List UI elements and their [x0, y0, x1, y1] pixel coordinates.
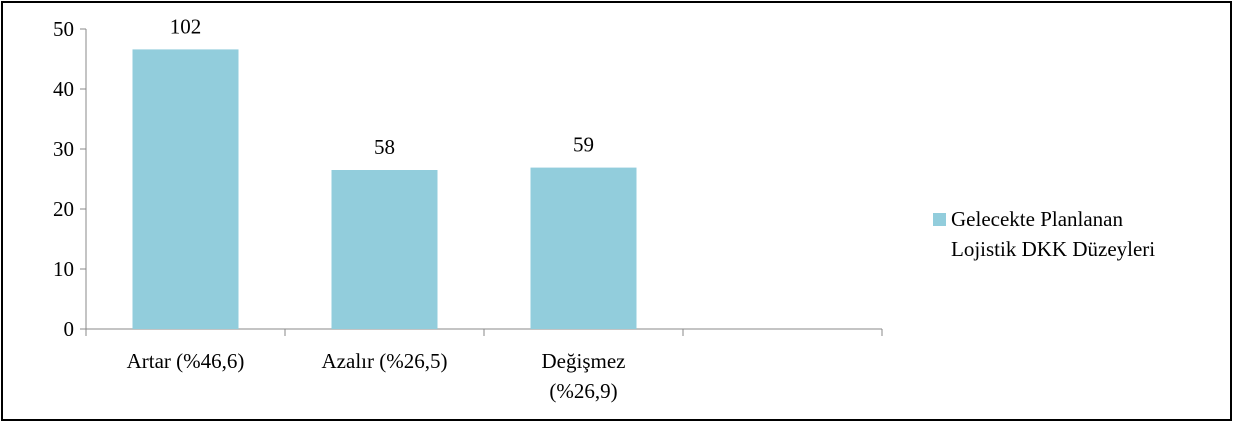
legend-label-line: Lojistik DKK Düzeyleri	[951, 237, 1156, 261]
legend: Gelecekte Planlanan Lojistik DKK Düzeyle…	[933, 204, 1155, 264]
data-label: 102	[170, 14, 202, 38]
y-tick-label: 40	[53, 77, 74, 101]
bar	[331, 170, 438, 329]
x-category-label: (%26,9)	[549, 379, 617, 403]
legend-swatch	[933, 213, 946, 226]
bars	[132, 49, 637, 330]
y-tick-label: 30	[53, 137, 74, 161]
x-category-label: Artar (%46,6)	[127, 349, 245, 373]
bar	[132, 49, 239, 330]
data-label: 59	[573, 133, 594, 157]
legend-label: Gelecekte Planlanan Lojistik DKK Düzeyle…	[951, 204, 1155, 264]
y-tick-label: 50	[53, 17, 74, 41]
x-axis: Artar (%46,6) Azalır (%26,5) Değişmez (%26,…	[85, 328, 883, 403]
y-tick-label: 0	[64, 317, 75, 341]
data-label: 58	[374, 135, 395, 159]
y-tick-label: 10	[53, 257, 74, 281]
data-labels: 102 58 59	[170, 14, 594, 159]
y-tick-label: 20	[53, 197, 74, 221]
y-axis: 0 10 20 30 40 50	[53, 17, 87, 341]
x-category-label: Değişmez	[542, 349, 626, 373]
bar	[530, 167, 637, 329]
legend-label-line: Gelecekte Planlanan	[951, 207, 1123, 231]
x-category-label: Azalır (%26,5)	[322, 349, 448, 373]
